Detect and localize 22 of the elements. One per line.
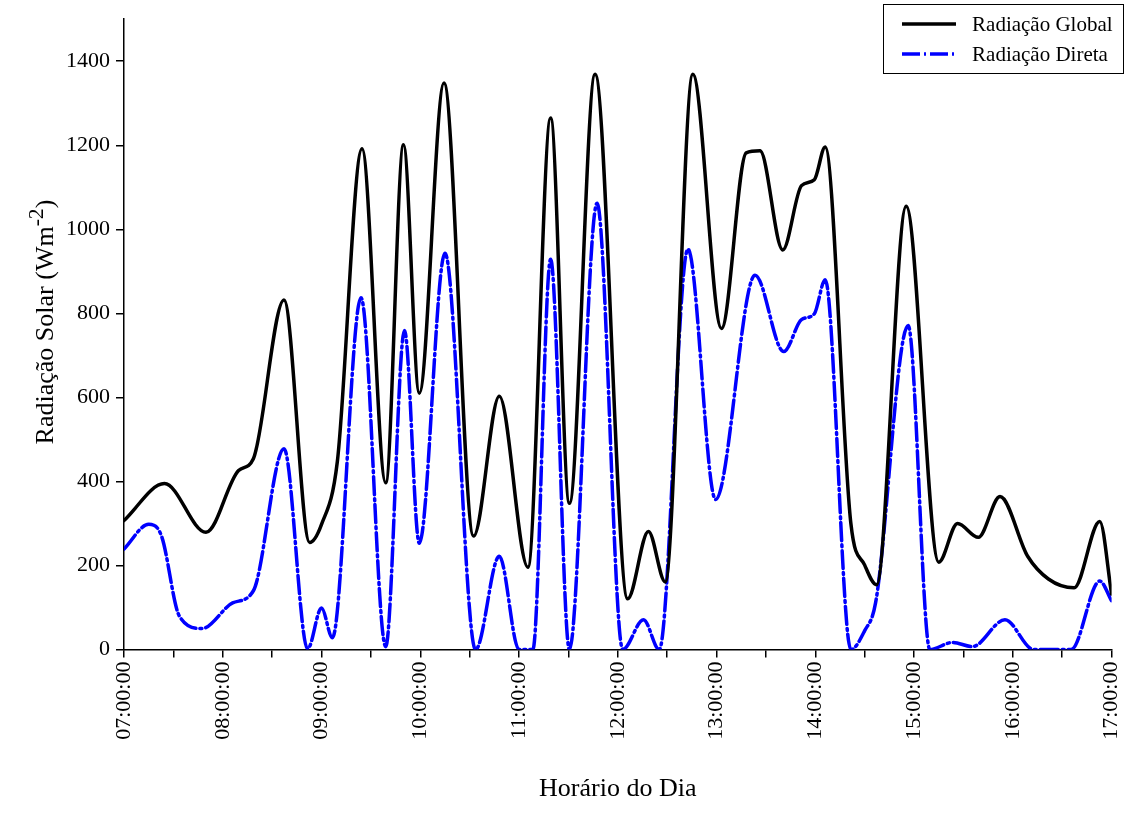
- legend-label: Radiação Direta: [972, 41, 1108, 67]
- x-axis-title: Horário do Dia: [539, 773, 697, 803]
- x-tick-label: 16:00:00: [998, 661, 1024, 740]
- y-tick-label: 600: [77, 383, 110, 409]
- y-tick-label: 1200: [66, 131, 110, 157]
- y-tick-label: 1400: [66, 47, 110, 73]
- x-tick-label: 17:00:00: [1097, 661, 1123, 740]
- x-tick-label: 09:00:00: [307, 661, 333, 740]
- x-tick-label: 12:00:00: [603, 661, 629, 740]
- legend-label: Radiação Global: [972, 11, 1113, 37]
- x-tick-label: 08:00:00: [208, 661, 234, 740]
- y-tick-label: 200: [77, 551, 110, 577]
- x-tick-label: 13:00:00: [702, 661, 728, 740]
- x-tick-label: 15:00:00: [899, 661, 925, 740]
- y-tick-label: 1000: [66, 215, 110, 241]
- x-tick-label: 10:00:00: [406, 661, 432, 740]
- x-tick-label: 11:00:00: [504, 661, 530, 739]
- y-tick-label: 400: [77, 467, 110, 493]
- x-tick-label: 14:00:00: [801, 661, 827, 740]
- y-tick-label: 800: [77, 299, 110, 325]
- y-tick-label: 0: [99, 635, 110, 661]
- x-tick-label: 07:00:00: [109, 661, 135, 740]
